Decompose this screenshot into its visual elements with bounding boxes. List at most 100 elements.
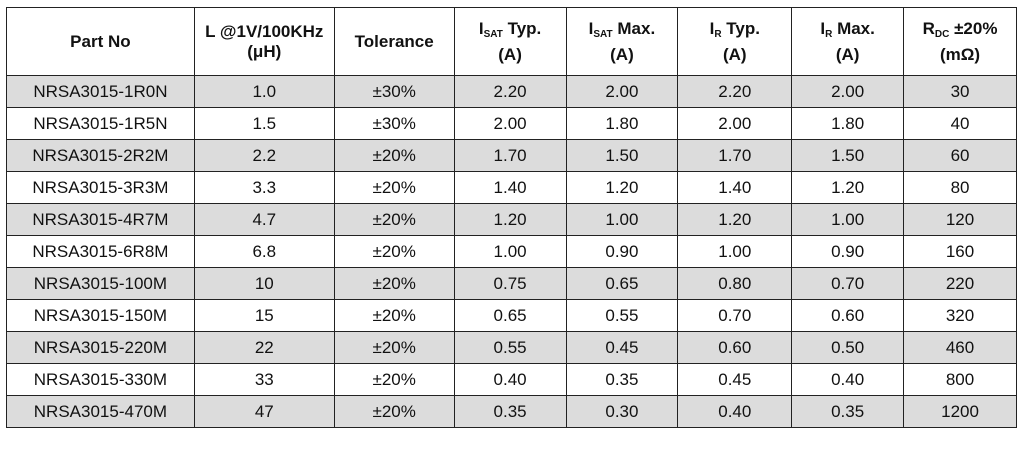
cell-part-no: NRSA3015-1R5N — [6, 107, 195, 140]
header-isat-typ-suffix: Typ. — [502, 18, 542, 38]
table-row: NRSA3015-4R7M 4.7 ±20% 1.20 1.00 1.20 1.00 120 — [6, 203, 1017, 236]
cell-rdc: 40 — [903, 107, 1017, 140]
cell-isat-typ: 0.35 — [453, 395, 567, 428]
cell-isat-typ: 1.70 — [453, 139, 567, 172]
header-isat-max-symbol: I — [588, 18, 594, 38]
cell-isat-max: 0.45 — [565, 331, 679, 364]
cell-isat-typ: 0.55 — [453, 331, 567, 364]
header-isat-typ-symbol: I — [478, 18, 484, 38]
inductor-spec-table: Part No L @1V/100KHz (μH) Tolerance ISAT… — [6, 7, 1017, 428]
header-isat-max-subscript: SAT — [593, 28, 613, 40]
header-inductance: L @1V/100KHz (μH) — [193, 7, 335, 76]
header-rdc: RDC ±20% (mΩ) — [903, 7, 1017, 76]
cell-tolerance: ±20% — [333, 331, 455, 364]
cell-isat-max: 0.65 — [565, 267, 679, 300]
cell-ir-max: 0.70 — [791, 267, 905, 300]
table-row: NRSA3015-3R3M 3.3 ±20% 1.40 1.20 1.40 1.20 80 — [6, 171, 1017, 204]
cell-rdc: 160 — [903, 235, 1017, 268]
cell-part-no: NRSA3015-2R2M — [6, 139, 195, 172]
header-ir-max-suffix: Max. — [832, 18, 875, 38]
cell-part-no: NRSA3015-330M — [6, 363, 195, 396]
cell-rdc: 320 — [903, 299, 1017, 332]
cell-ir-max: 0.90 — [791, 235, 905, 268]
table-row: NRSA3015-220M 22 ±20% 0.55 0.45 0.60 0.50 460 — [6, 331, 1017, 364]
cell-part-no: NRSA3015-100M — [6, 267, 195, 300]
cell-isat-max: 2.00 — [565, 75, 679, 108]
cell-tolerance: ±20% — [333, 299, 455, 332]
header-ir-typ-symbol: I — [709, 18, 715, 38]
cell-tolerance: ±20% — [333, 171, 455, 204]
cell-rdc: 60 — [903, 139, 1017, 172]
cell-isat-max: 0.30 — [565, 395, 679, 428]
cell-ir-max: 0.35 — [791, 395, 905, 428]
cell-ir-typ: 0.60 — [677, 331, 793, 364]
cell-part-no: NRSA3015-470M — [6, 395, 195, 428]
cell-isat-max: 0.90 — [565, 235, 679, 268]
cell-ir-typ: 1.70 — [677, 139, 793, 172]
cell-isat-typ: 1.20 — [453, 203, 567, 236]
cell-ir-typ: 1.00 — [677, 235, 793, 268]
header-rdc-symbol: R — [922, 18, 935, 38]
cell-tolerance: ±30% — [333, 75, 455, 108]
table-row: NRSA3015-6R8M 6.8 ±20% 1.00 0.90 1.00 0.90 160 — [6, 235, 1017, 268]
cell-part-no: NRSA3015-4R7M — [6, 203, 195, 236]
cell-inductance: 4.7 — [193, 203, 335, 236]
cell-ir-typ: 0.40 — [677, 395, 793, 428]
header-rdc-unit: (mΩ) — [939, 44, 981, 64]
header-ir-typ-suffix: Typ. — [721, 18, 760, 38]
cell-isat-typ: 2.20 — [453, 75, 567, 108]
cell-tolerance: ±20% — [333, 267, 455, 300]
cell-ir-typ: 2.00 — [677, 107, 793, 140]
header-ir-max-label: IR Max. — [792, 19, 903, 45]
cell-inductance: 6.8 — [193, 235, 335, 268]
cell-tolerance: ±20% — [333, 139, 455, 172]
cell-isat-typ: 1.00 — [453, 235, 567, 268]
cell-inductance: 3.3 — [193, 171, 335, 204]
cell-isat-typ: 0.75 — [453, 267, 567, 300]
header-isat-typ-label: ISAT Typ. — [455, 19, 566, 45]
cell-tolerance: ±20% — [333, 235, 455, 268]
header-isat-max-unit: (A) — [610, 44, 634, 64]
header-part-no: Part No — [6, 7, 195, 76]
header-isat-typ: ISAT Typ. (A) — [453, 7, 567, 76]
header-ir-typ-subscript: R — [714, 28, 722, 40]
cell-part-no: NRSA3015-150M — [6, 299, 195, 332]
cell-isat-max: 1.00 — [565, 203, 679, 236]
header-isat-max: ISAT Max. (A) — [565, 7, 679, 76]
cell-inductance: 47 — [193, 395, 335, 428]
header-ir-max-unit: (A) — [835, 44, 860, 64]
cell-isat-typ: 2.00 — [453, 107, 567, 140]
header-part-no-label: Part No — [70, 31, 131, 51]
cell-ir-max: 0.50 — [791, 331, 905, 364]
cell-ir-max: 1.50 — [791, 139, 905, 172]
header-ir-max-symbol: I — [820, 18, 826, 38]
cell-isat-typ: 1.40 — [453, 171, 567, 204]
cell-isat-max: 0.55 — [565, 299, 679, 332]
cell-inductance: 1.0 — [193, 75, 335, 108]
cell-part-no: NRSA3015-1R0N — [6, 75, 195, 108]
table-body: NRSA3015-1R0N 1.0 ±30% 2.20 2.00 2.20 2.00 30 NR… — [6, 75, 1017, 428]
table-header: Part No L @1V/100KHz (μH) Tolerance ISAT… — [6, 7, 1017, 76]
cell-isat-typ: 0.65 — [453, 299, 567, 332]
header-ir-typ: IR Typ. (A) — [677, 7, 793, 76]
cell-isat-max: 1.80 — [565, 107, 679, 140]
cell-ir-max: 1.80 — [791, 107, 905, 140]
cell-rdc: 220 — [903, 267, 1017, 300]
cell-inductance: 1.5 — [193, 107, 335, 140]
cell-isat-max: 1.20 — [565, 171, 679, 204]
table-row: NRSA3015-2R2M 2.2 ±20% 1.70 1.50 1.70 1.50 60 — [6, 139, 1017, 172]
header-ir-max: IR Max. (A) — [791, 7, 905, 76]
cell-isat-max: 0.35 — [565, 363, 679, 396]
header-rdc-suffix: ±20% — [949, 18, 998, 38]
cell-inductance: 22 — [193, 331, 335, 364]
cell-ir-max: 0.40 — [791, 363, 905, 396]
cell-tolerance: ±20% — [333, 203, 455, 236]
cell-ir-max: 1.20 — [791, 171, 905, 204]
cell-ir-typ: 0.45 — [677, 363, 793, 396]
header-rdc-label: RDC ±20% — [904, 19, 1016, 45]
cell-rdc: 800 — [903, 363, 1017, 396]
cell-ir-typ: 0.70 — [677, 299, 793, 332]
cell-ir-max: 0.60 — [791, 299, 905, 332]
header-rdc-subscript: DC — [934, 28, 950, 40]
table-row: NRSA3015-330M 33 ±20% 0.40 0.35 0.45 0.40 800 — [6, 363, 1017, 396]
